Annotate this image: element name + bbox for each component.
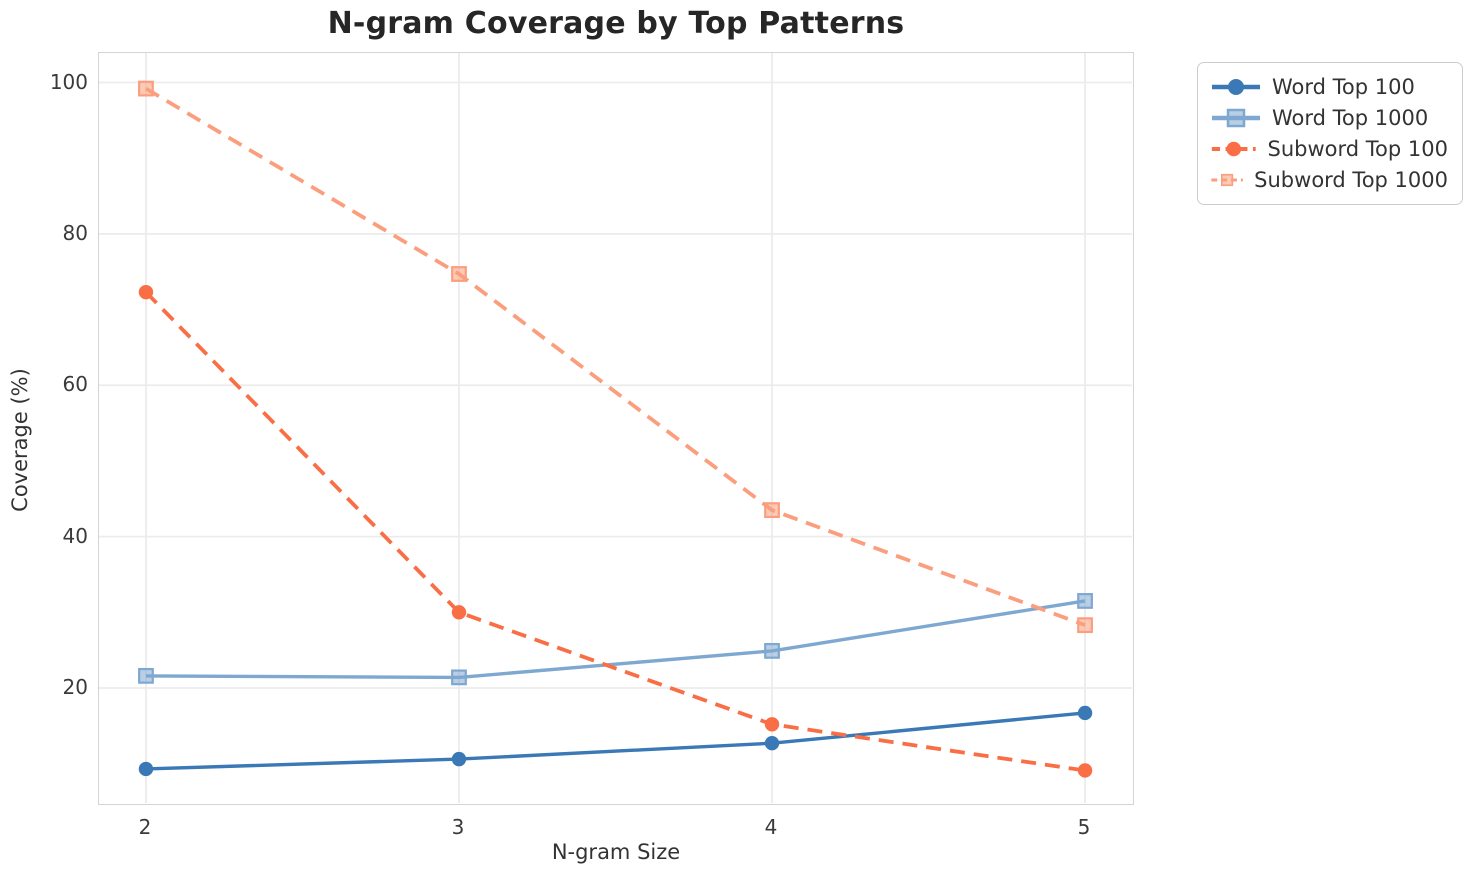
y-axis-label: Coverage (%) (8, 368, 32, 512)
y-tick-label: 80 (62, 220, 88, 245)
y-tick-label: 20 (62, 674, 88, 699)
x-tick-label: 5 (1077, 815, 1091, 839)
legend-line-circle-icon (1211, 141, 1256, 157)
data-point-subword-top-100 (451, 605, 467, 620)
legend-item-word-top-1000: Word Top 1000 (1210, 106, 1448, 130)
chart-title: N-gram Coverage by Top Patterns (327, 6, 905, 41)
series-line-word-top-1000 (145, 599, 1086, 680)
x-axis-label: N-gram Size (551, 840, 681, 864)
legend-label: Subword Top 100 (1267, 137, 1448, 161)
plot-area (98, 52, 1134, 805)
x-tick-label: 3 (451, 815, 465, 839)
x-tick-label: 4 (764, 815, 778, 839)
y-tick-label: 40 (62, 523, 88, 548)
data-point-subword-top-1000 (764, 502, 780, 519)
data-point-subword-top-100 (764, 717, 780, 732)
plot-canvas (99, 53, 1132, 803)
data-point-subword-top-100 (138, 284, 154, 300)
legend-line-square-icon (1211, 173, 1243, 187)
series-line-subword-top-1000 (145, 86, 1086, 627)
legend-label: Word Top 100 (1272, 75, 1415, 99)
data-point-word-top-100 (138, 761, 154, 777)
x-tick-label: 2 (138, 815, 152, 839)
legend-line-circle-icon (1212, 79, 1260, 95)
legend-label: Subword Top 1000 (1254, 168, 1448, 192)
legend-item-subword-top-1000: Subword Top 1000 (1210, 168, 1448, 192)
data-point-word-top-1000 (764, 642, 780, 659)
data-point-word-top-100 (764, 736, 780, 751)
data-point-word-top-1000 (451, 669, 467, 686)
data-point-word-top-1000 (138, 667, 154, 684)
legend: Word Top 100 Word Top 1000 Subword Top 100… (1197, 62, 1463, 205)
data-point-word-top-100 (1077, 705, 1093, 721)
data-point-word-top-100 (451, 751, 467, 767)
y-tick-label: 60 (62, 372, 88, 397)
legend-line-square-icon (1212, 108, 1260, 128)
series-line-word-top-100 (145, 711, 1086, 771)
legend-label: Word Top 1000 (1272, 106, 1429, 130)
data-point-subword-top-1000 (1077, 617, 1093, 634)
legend-item-subword-top-100: Subword Top 100 (1210, 137, 1448, 161)
data-point-subword-top-1000 (451, 266, 467, 282)
series-line-subword-top-100 (144, 290, 1086, 773)
data-point-word-top-1000 (1077, 593, 1093, 609)
y-tick-label: 100 (49, 69, 88, 94)
data-point-subword-top-1000 (138, 80, 154, 97)
legend-item-word-top-100: Word Top 100 (1210, 75, 1448, 99)
data-point-subword-top-100 (1077, 763, 1093, 778)
